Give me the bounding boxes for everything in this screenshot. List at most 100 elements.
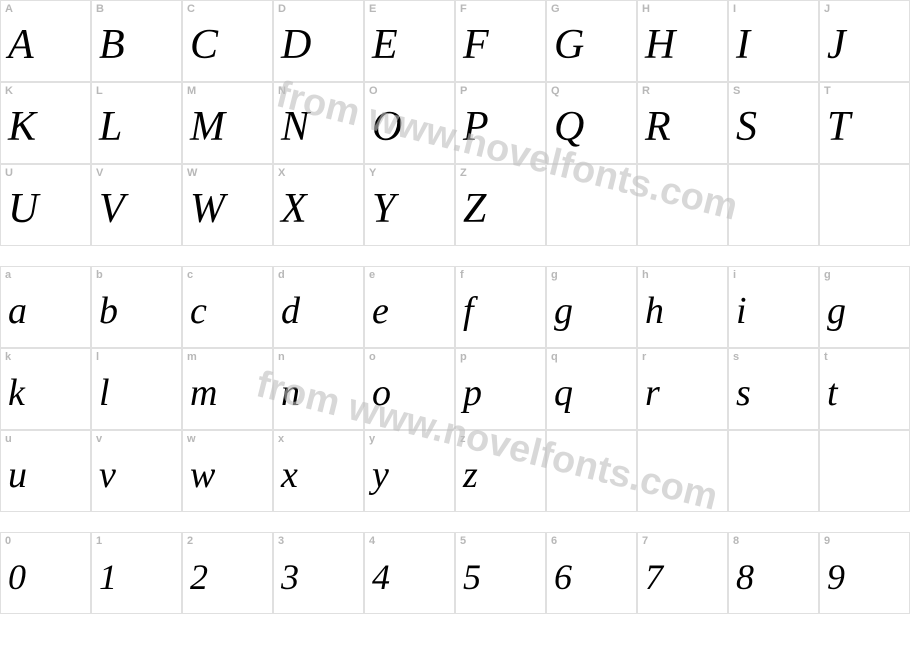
glyph-wrapper: p bbox=[460, 363, 540, 429]
empty-cell bbox=[546, 164, 637, 246]
character-cell: ll bbox=[91, 348, 182, 430]
glyph-wrapper: z bbox=[460, 445, 540, 511]
cell-label: k bbox=[5, 352, 85, 363]
cell-label: g bbox=[551, 270, 631, 281]
cell-label bbox=[824, 168, 904, 179]
glyph: D bbox=[281, 24, 311, 66]
glyph-wrapper: 6 bbox=[551, 547, 631, 613]
glyph-wrapper: k bbox=[5, 363, 85, 429]
character-cell: 88 bbox=[728, 532, 819, 614]
cell-label: F bbox=[460, 4, 540, 15]
glyph: l bbox=[99, 374, 110, 412]
cell-label: a bbox=[5, 270, 85, 281]
glyph-wrapper: l bbox=[96, 363, 176, 429]
character-cell: ss bbox=[728, 348, 819, 430]
cell-label: W bbox=[187, 168, 267, 179]
glyph: S bbox=[736, 106, 757, 148]
glyph-wrapper: O bbox=[369, 97, 449, 163]
character-cell: 99 bbox=[819, 532, 910, 614]
cell-label: o bbox=[369, 352, 449, 363]
character-row: kkllmmnnooppqqrrsstt bbox=[0, 348, 910, 430]
cell-label: r bbox=[642, 352, 722, 363]
character-cell: 33 bbox=[273, 532, 364, 614]
character-cell: mm bbox=[182, 348, 273, 430]
character-cell: PP bbox=[455, 82, 546, 164]
glyph-wrapper: H bbox=[642, 15, 722, 81]
glyph: 9 bbox=[827, 559, 845, 595]
cell-label: 5 bbox=[460, 536, 540, 547]
cell-label: v bbox=[96, 434, 176, 445]
glyph-wrapper: o bbox=[369, 363, 449, 429]
cell-label: A bbox=[5, 4, 85, 15]
character-cell: 77 bbox=[637, 532, 728, 614]
cell-label bbox=[733, 168, 813, 179]
cell-label: V bbox=[96, 168, 176, 179]
character-cell: gg bbox=[819, 266, 910, 348]
glyph-wrapper: h bbox=[642, 281, 722, 347]
cell-label: e bbox=[369, 270, 449, 281]
cell-label: l bbox=[96, 352, 176, 363]
glyph: B bbox=[99, 24, 125, 66]
glyph: c bbox=[190, 292, 207, 330]
glyph-wrapper: 8 bbox=[733, 547, 813, 613]
glyph: A bbox=[8, 24, 34, 66]
cell-label: I bbox=[733, 4, 813, 15]
character-cell: LL bbox=[91, 82, 182, 164]
glyph-wrapper: I bbox=[733, 15, 813, 81]
glyph: X bbox=[281, 188, 307, 230]
glyph: i bbox=[736, 292, 747, 330]
empty-cell bbox=[546, 430, 637, 512]
cell-label: P bbox=[460, 86, 540, 97]
glyph-wrapper: 4 bbox=[369, 547, 449, 613]
glyph-wrapper: Q bbox=[551, 97, 631, 163]
glyph-wrapper: 3 bbox=[278, 547, 358, 613]
empty-cell bbox=[728, 430, 819, 512]
glyph: n bbox=[281, 374, 300, 412]
glyph-wrapper: 2 bbox=[187, 547, 267, 613]
cell-label: K bbox=[5, 86, 85, 97]
glyph: I bbox=[736, 24, 750, 66]
cell-label: Z bbox=[460, 168, 540, 179]
character-cell: aa bbox=[0, 266, 91, 348]
glyph-wrapper: d bbox=[278, 281, 358, 347]
empty-cell bbox=[819, 164, 910, 246]
glyph-wrapper: V bbox=[96, 179, 176, 245]
character-cell: UU bbox=[0, 164, 91, 246]
glyph-wrapper: r bbox=[642, 363, 722, 429]
glyph-wrapper: L bbox=[96, 97, 176, 163]
glyph: o bbox=[372, 374, 391, 412]
glyph-wrapper: S bbox=[733, 97, 813, 163]
cell-label: 2 bbox=[187, 536, 267, 547]
cell-label bbox=[824, 434, 904, 445]
glyph-wrapper: A bbox=[5, 15, 85, 81]
glyph-wrapper: x bbox=[278, 445, 358, 511]
glyph: 1 bbox=[99, 559, 117, 595]
glyph: N bbox=[281, 106, 309, 148]
cell-label: 8 bbox=[733, 536, 813, 547]
glyph: u bbox=[8, 456, 27, 494]
character-cell: FF bbox=[455, 0, 546, 82]
cell-label bbox=[642, 434, 722, 445]
glyph: 7 bbox=[645, 559, 663, 595]
cell-label: D bbox=[278, 4, 358, 15]
font-character-map: AABBCCDDEEFFGGHHIIJJKKLLMMNNOOPPQQRRSSTT… bbox=[0, 0, 911, 668]
cell-label: X bbox=[278, 168, 358, 179]
glyph-wrapper: F bbox=[460, 15, 540, 81]
cell-label: M bbox=[187, 86, 267, 97]
cell-label bbox=[733, 434, 813, 445]
cell-label: c bbox=[187, 270, 267, 281]
glyph-wrapper: a bbox=[5, 281, 85, 347]
character-cell: TT bbox=[819, 82, 910, 164]
glyph: p bbox=[463, 374, 482, 412]
glyph: C bbox=[190, 24, 218, 66]
glyph: Q bbox=[554, 106, 584, 148]
character-cell: ii bbox=[728, 266, 819, 348]
cell-label: x bbox=[278, 434, 358, 445]
glyph: J bbox=[827, 24, 846, 66]
cell-label: 1 bbox=[96, 536, 176, 547]
character-row: AABBCCDDEEFFGGHHIIJJ bbox=[0, 0, 910, 82]
cell-label: 0 bbox=[5, 536, 85, 547]
character-cell: qq bbox=[546, 348, 637, 430]
cell-label bbox=[551, 434, 631, 445]
cell-label: p bbox=[460, 352, 540, 363]
